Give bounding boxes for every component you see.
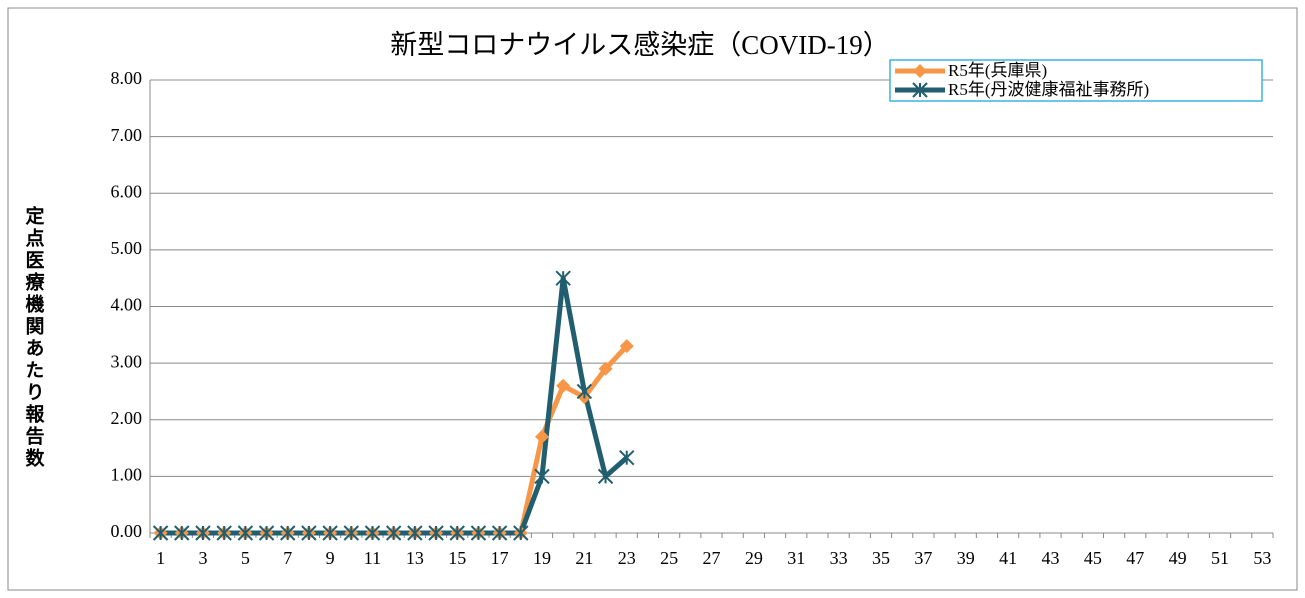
x-tick-label: 43 [1042, 548, 1060, 568]
x-tick-label: 49 [1169, 548, 1187, 568]
x-tick-label: 25 [660, 548, 678, 568]
x-tick-label: 31 [787, 548, 805, 568]
legend-label: R5年(兵庫県) [948, 61, 1047, 80]
x-tick-label: 1 [156, 548, 165, 568]
point-marker [343, 525, 359, 541]
point-marker [534, 429, 549, 444]
point-marker [152, 525, 169, 541]
point-marker [322, 525, 338, 541]
y-tick-label: 5.00 [111, 238, 143, 258]
legend-marker [913, 64, 927, 78]
point-marker [556, 378, 571, 393]
x-tick-label: 51 [1211, 548, 1229, 568]
y-tick-label: 3.00 [111, 351, 143, 371]
point-marker [598, 361, 613, 376]
legend-marker [912, 82, 928, 98]
y-tick-label: 7.00 [111, 125, 143, 145]
point-marker [491, 525, 508, 541]
x-tick-label: 27 [703, 548, 721, 568]
point-marker [407, 525, 423, 541]
x-tick-label: 39 [957, 548, 975, 568]
point-marker [280, 525, 296, 541]
x-tick-label: 13 [406, 548, 424, 568]
x-tick-label: 45 [1084, 548, 1102, 568]
point-marker [555, 270, 571, 286]
point-marker [364, 525, 381, 541]
x-tick-label: 5 [241, 548, 250, 568]
x-tick-label: 53 [1253, 548, 1271, 568]
x-tick-label: 35 [872, 548, 890, 568]
x-tick-label: 21 [575, 548, 593, 568]
point-marker [174, 525, 190, 541]
y-tick-label: 0.00 [111, 521, 143, 541]
y-axis-label: 定点医療機関あたり報告数 [23, 205, 45, 470]
y-tick-label: 8.00 [111, 68, 143, 88]
point-marker [301, 525, 317, 541]
x-tick-label: 41 [999, 548, 1017, 568]
point-marker [258, 525, 275, 541]
point-marker [385, 525, 402, 541]
point-marker [216, 525, 232, 541]
chart-title: 新型コロナウイルス感染症（COVID-19） [390, 30, 890, 60]
x-tick-label: 23 [618, 548, 636, 568]
x-tick-label: 3 [198, 548, 207, 568]
legend-label: R5年(丹波健康福祉事務所) [948, 80, 1149, 99]
point-marker [597, 468, 614, 485]
chart-border [7, 7, 1298, 591]
x-tick-label: 9 [326, 548, 335, 568]
x-tick-label: 17 [491, 548, 509, 568]
x-tick-label: 29 [745, 548, 763, 568]
y-tick-label: 6.00 [111, 181, 143, 201]
point-marker [576, 383, 593, 400]
y-tick-label: 4.00 [111, 295, 143, 315]
y-tick-label: 2.00 [111, 408, 143, 428]
x-tick-label: 19 [533, 548, 551, 568]
point-marker [195, 525, 211, 541]
x-tick-label: 33 [830, 548, 848, 568]
x-tick-label: 15 [448, 548, 466, 568]
x-tick-label: 7 [283, 548, 292, 568]
point-marker [449, 525, 465, 541]
point-marker [428, 525, 444, 541]
x-tick-label: 37 [914, 548, 932, 568]
y-tick-label: 1.00 [111, 465, 143, 485]
point-marker [513, 525, 529, 541]
point-marker [534, 468, 550, 485]
point-marker [237, 525, 254, 541]
point-marker [619, 449, 635, 466]
x-tick-label: 11 [364, 548, 381, 568]
legend-box [889, 59, 1263, 102]
point-marker [619, 339, 634, 354]
x-tick-label: 47 [1126, 548, 1144, 568]
point-marker [470, 525, 487, 541]
